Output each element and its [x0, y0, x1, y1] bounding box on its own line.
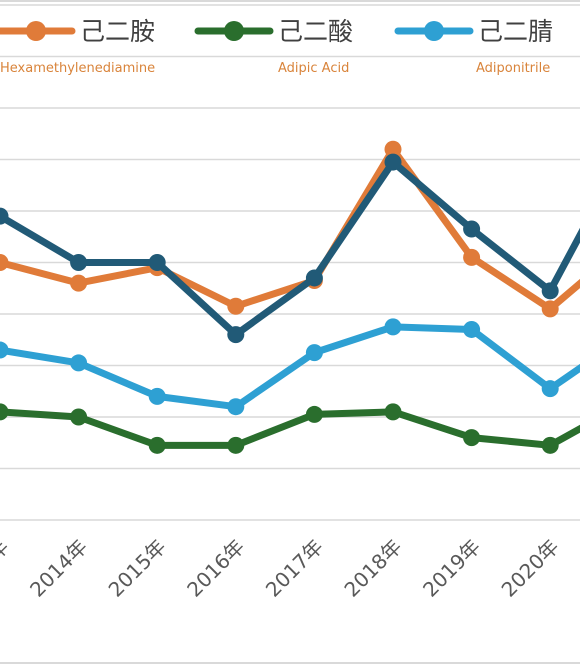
data-point: [305, 269, 323, 287]
series-lines: [0, 140, 580, 454]
data-point: [305, 405, 323, 423]
data-point: [0, 207, 9, 225]
data-point: [541, 436, 559, 454]
legend-sub-label: Adipic Acid: [278, 61, 349, 76]
legend-swatch-marker: [26, 21, 46, 41]
data-point: [148, 254, 166, 271]
data-point: [384, 140, 402, 158]
legend-label: 己二胺: [80, 17, 155, 46]
legend-swatch-marker: [424, 21, 444, 41]
legend-item: 己二酸: [194, 17, 353, 46]
legend: 己二胺 己二酸 己二腈 Hexamethylenediamine Adipic Acid…: [0, 17, 553, 76]
legend-item: 己二腈: [394, 17, 553, 46]
data-point: [384, 318, 402, 336]
data-point: [541, 282, 559, 300]
legend-item: 己二胺: [0, 17, 155, 46]
data-point: [384, 403, 402, 421]
data-point: [227, 297, 245, 315]
data-point: [541, 380, 559, 398]
data-point: [227, 326, 245, 344]
data-point: [70, 408, 88, 426]
data-point: [0, 341, 9, 359]
data-point: [0, 403, 9, 421]
data-point: [541, 300, 559, 318]
legend-label: 己二酸: [278, 17, 353, 46]
data-point: [305, 344, 323, 362]
data-point: [70, 274, 88, 292]
legend-sub-label: Adiponitrile: [476, 61, 550, 76]
data-point: [463, 429, 481, 447]
data-point: [148, 436, 166, 454]
legend-sub-label: Hexamethylenediamine: [0, 61, 155, 76]
data-point: [148, 387, 166, 405]
data-point: [463, 220, 481, 238]
data-point: [227, 398, 245, 416]
legend-label: 己二腈: [478, 17, 553, 46]
data-point: [384, 153, 402, 171]
data-point: [227, 436, 245, 454]
data-point: [0, 254, 9, 271]
series-4: [0, 318, 580, 416]
data-point: [70, 354, 88, 372]
data-point: [463, 248, 481, 266]
legend-swatch-marker: [224, 21, 244, 41]
series-2: [0, 153, 580, 344]
data-point: [70, 254, 88, 271]
data-point: [463, 320, 481, 338]
series-3: [0, 403, 580, 454]
